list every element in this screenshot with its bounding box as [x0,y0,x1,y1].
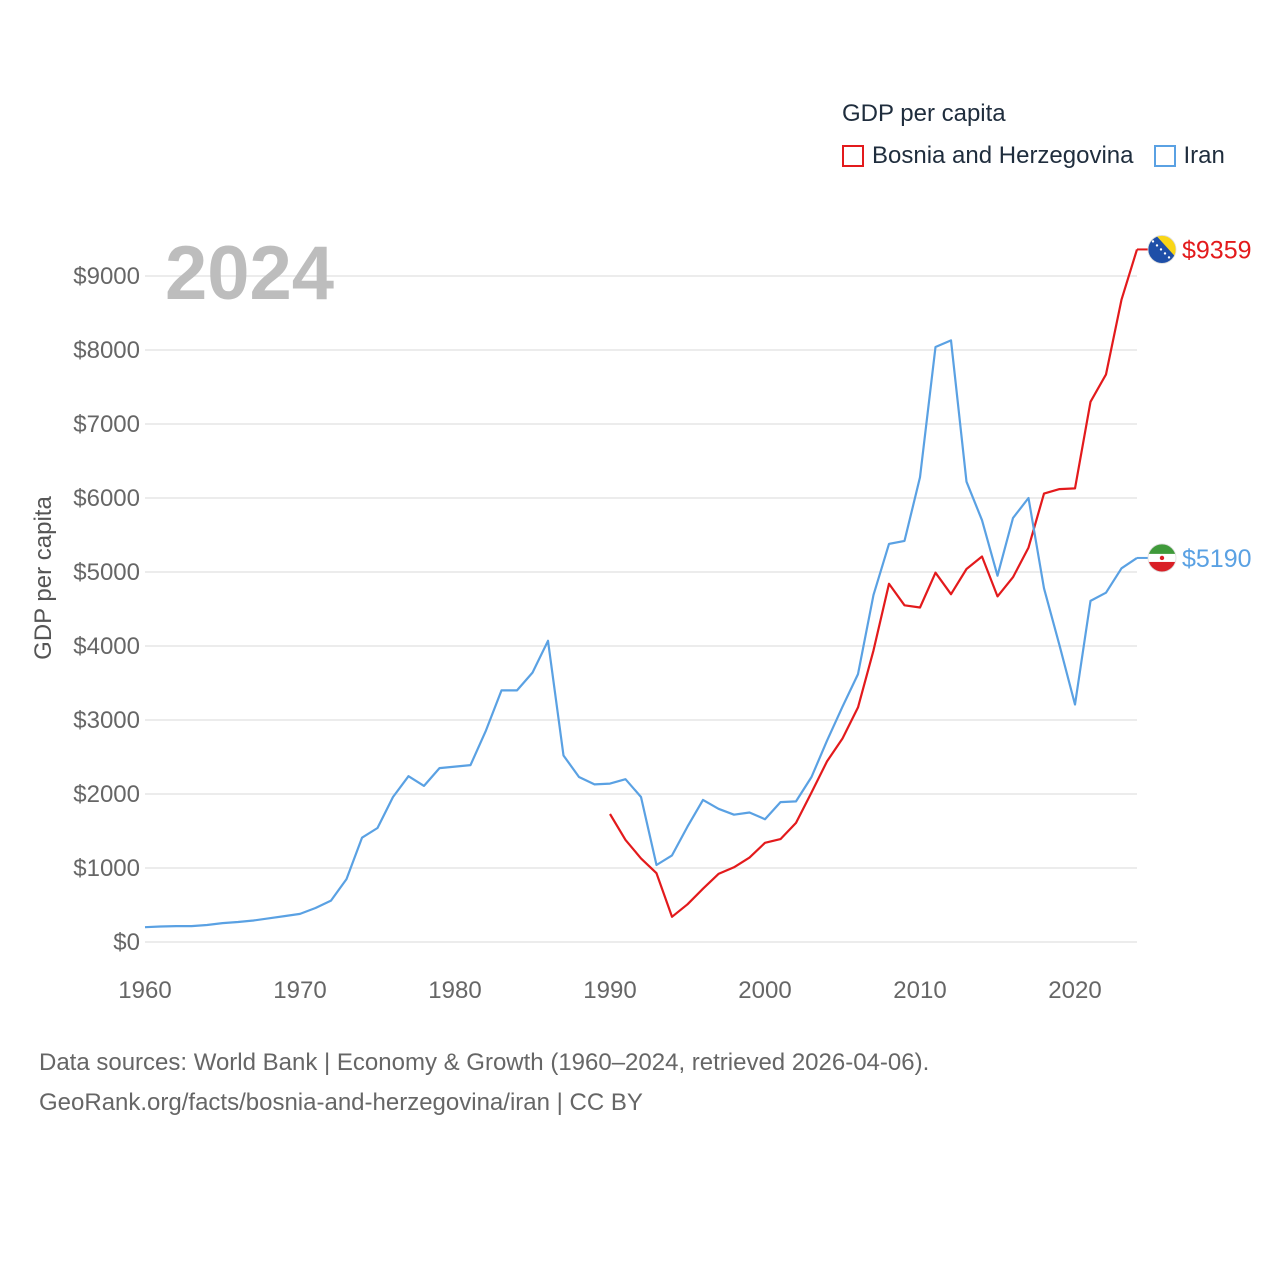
y-axis-title: GDP per capita [30,496,57,660]
legend-item-bosnia[interactable]: Bosnia and Herzegovina [842,142,1134,170]
series-line-iran [144,339,1138,929]
footer-sources: Data sources: World Bank | Economy & Gro… [39,1049,930,1076]
y-tick-label: $4000 [73,633,140,660]
legend-label-bosnia: Bosnia and Herzegovina [872,142,1134,169]
gridlines [145,275,1137,943]
y-tick-label: $5000 [73,559,140,586]
series-lines [144,249,1139,929]
y-tick-label: $8000 [73,337,140,364]
y-tick-label: $3000 [73,707,140,734]
series-line-bosnia [609,249,1139,918]
y-axis-ticks: $0 $1000 $2000 $3000 $4000 $5000 $6000 $7000 $80… [73,263,140,956]
end-value-label: $9359 [1182,236,1252,264]
y-tick-label: $7000 [73,411,140,438]
x-tick-label: 2000 [738,977,791,1004]
year-label: 2024 [165,231,335,316]
legend-item-iran[interactable]: Iran [1153,142,1225,170]
legend-title: GDP per capita [842,100,1006,127]
footer: Data sources: World Bank | Economy & Gro… [39,1043,929,1123]
x-axis-ticks: 1960 1970 1980 1990 2000 2010 2020 [118,977,1101,1004]
iran-flag-icon [1147,543,1177,573]
legend-swatch-iran [1153,145,1176,167]
x-tick-label: 1980 [428,977,481,1004]
y-tick-label: $6000 [73,485,140,512]
bosnia-flag-icon [1147,235,1177,264]
y-tick-label: $9000 [73,263,140,290]
x-tick-label: 2020 [1048,977,1101,1004]
x-tick-label: 1990 [583,977,636,1004]
y-tick-label: $0 [113,929,140,956]
x-tick-label: 2010 [893,977,946,1004]
footer-link[interactable]: GeoRank.org/facts/bosnia-and-herzegovina… [39,1089,643,1116]
series-end-labels: $9359 $5190 [1137,235,1252,573]
y-tick-label: $2000 [73,781,140,808]
y-tick-label: $1000 [73,855,140,882]
legend-swatch-bosnia [842,145,864,167]
x-tick-label: 1960 [118,977,171,1004]
legend: Bosnia and Herzegovina Iran [842,142,1245,170]
x-tick-label: 1970 [273,977,326,1004]
legend-label-iran: Iran [1183,142,1225,169]
end-value-label: $5190 [1182,545,1252,573]
